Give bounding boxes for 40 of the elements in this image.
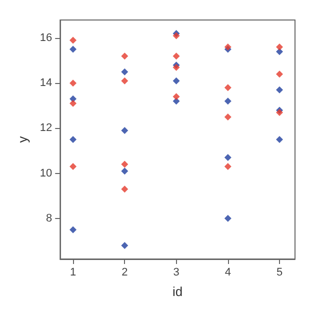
- y-tick-label: 16: [40, 32, 52, 44]
- point: [121, 77, 128, 84]
- point: [276, 136, 284, 143]
- x-tick-label: 1: [70, 266, 76, 278]
- point: [172, 93, 180, 100]
- point: [172, 77, 180, 84]
- x-axis-title: id: [172, 284, 183, 299]
- point: [70, 100, 77, 107]
- y-tick-label: 12: [40, 122, 52, 134]
- x-tick-label: 2: [122, 266, 128, 278]
- point: [121, 186, 128, 193]
- point: [70, 226, 77, 234]
- point: [276, 86, 284, 94]
- x-tick-label: 3: [173, 266, 180, 278]
- point: [224, 113, 232, 120]
- point: [121, 52, 128, 60]
- point: [70, 36, 77, 44]
- point: [224, 214, 232, 222]
- y-tick-label: 10: [40, 167, 52, 180]
- point: [70, 163, 77, 170]
- point: [121, 168, 128, 175]
- point: [70, 46, 77, 53]
- x-tick-label: 5: [276, 266, 283, 278]
- y-tick-label: 8: [46, 212, 52, 224]
- y-axis-title: y: [15, 136, 30, 143]
- point: [121, 160, 128, 168]
- point: [70, 136, 77, 143]
- point: [172, 52, 180, 60]
- point: [224, 98, 232, 105]
- point: [224, 163, 232, 170]
- point: [276, 70, 284, 78]
- point: [224, 84, 232, 92]
- x-tick-label: 4: [224, 266, 231, 278]
- point: [224, 154, 232, 162]
- point: [121, 242, 128, 249]
- point: [276, 44, 284, 51]
- y-tick-label: 14: [40, 77, 52, 90]
- point: [70, 80, 77, 87]
- point: [121, 68, 128, 76]
- point: [121, 126, 128, 134]
